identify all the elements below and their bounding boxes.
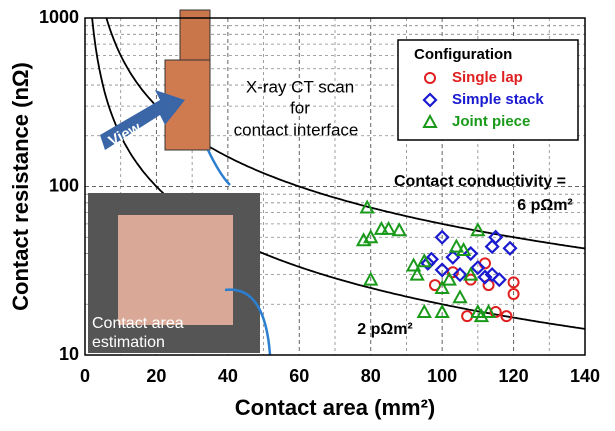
y-axis-label: Contact resistance (nΩ)	[8, 62, 33, 311]
x-tick-label: 100	[427, 366, 457, 386]
x-tick-label: 120	[499, 366, 529, 386]
legend-label: Simple stack	[452, 91, 544, 108]
legend-title: Configuration	[414, 46, 512, 63]
y-tick-label: 10	[59, 344, 79, 364]
x-tick-label: 60	[289, 366, 309, 386]
annotation: Contact area	[92, 315, 184, 332]
y-tick-label: 100	[49, 175, 79, 195]
annotation: estimation	[92, 334, 165, 351]
annotation: for	[290, 98, 310, 117]
x-tick-label: 0	[80, 366, 90, 386]
x-tick-label: 140	[570, 366, 600, 386]
chart: 0 20 40 60 80 100 120 140 10 100 1000 Contact area …	[0, 0, 615, 426]
annotation: contact interface	[234, 120, 359, 139]
curve-label: 2 pΩm²	[357, 321, 413, 338]
x-tick-label: 20	[146, 366, 166, 386]
legend-label: Joint piece	[452, 113, 530, 130]
annotation: X-ray CT scan	[246, 77, 354, 96]
x-tick-label: 80	[361, 366, 381, 386]
legend: Configuration Single lap Simple stack Joint…	[398, 40, 578, 140]
x-axis-label: Contact area (mm²)	[235, 395, 435, 420]
y-tick-label: 1000	[39, 7, 79, 27]
ct-image	[118, 215, 233, 325]
legend-label: Single lap	[452, 69, 523, 86]
x-tick-label: 40	[218, 366, 238, 386]
curve-label: Contact conductivity =	[394, 173, 566, 190]
curve-label: 6 pΩm²	[517, 197, 573, 214]
